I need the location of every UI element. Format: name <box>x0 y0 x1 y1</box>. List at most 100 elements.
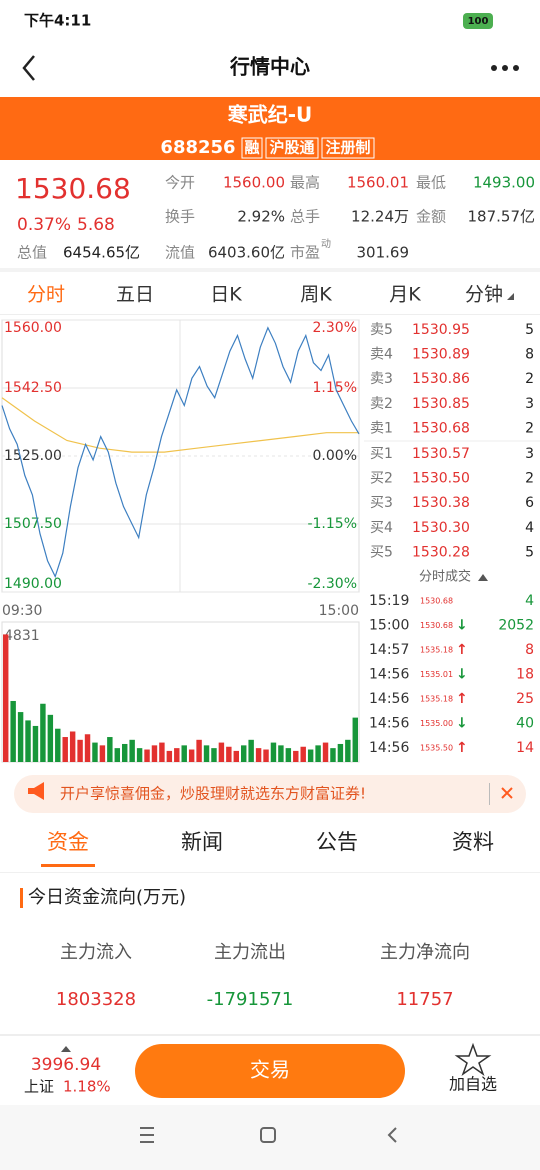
back-button[interactable] <box>22 55 35 81</box>
trade-time: 15:19 <box>369 593 409 609</box>
tag-box <box>241 137 263 159</box>
volume-bar <box>255 748 262 762</box>
trade-price: 1530.68 <box>420 621 453 630</box>
volume-bar <box>10 700 16 762</box>
y-tick-label: 1490.00 <box>4 576 62 592</box>
book-price: 1530.30 <box>412 520 470 536</box>
pct-tick-label: 0.00% <box>313 448 357 464</box>
book-label: 卖1 <box>370 420 393 436</box>
close-ad[interactable] <box>501 787 513 799</box>
book-qty: 6 <box>525 495 534 511</box>
stock-code: 688256 <box>160 137 235 158</box>
volume-bar <box>315 745 321 762</box>
trade-volume: 2052 <box>498 618 534 634</box>
volume-bar <box>84 734 91 762</box>
pct-tick-label: -2.30% <box>307 576 357 592</box>
volume-bar <box>55 728 61 762</box>
field-label: 金额 <box>416 208 446 226</box>
volume-bar <box>181 745 187 762</box>
star-icon[interactable] <box>454 1042 492 1076</box>
trade-price: 1535.50 <box>420 744 453 753</box>
volume-max-label: 4831 <box>4 628 40 644</box>
volume-bar <box>300 746 306 762</box>
index-name: 上证 <box>24 1078 54 1096</box>
volume-bar <box>196 739 202 762</box>
book-qty: 3 <box>525 446 534 462</box>
volume-bar <box>218 742 225 762</box>
field-label: 今开 <box>165 174 195 192</box>
book-qty: 4 <box>525 520 534 536</box>
trade-time: 14:56 <box>369 691 409 707</box>
ad-banner[interactable] <box>14 775 526 813</box>
more-button[interactable] <box>491 65 519 71</box>
field-value: 1493.00 <box>473 174 535 192</box>
info-tab[interactable]: 公告 <box>316 830 358 854</box>
favorite-label[interactable]: 加自选 <box>449 1075 497 1094</box>
stock-header <box>0 97 540 160</box>
volume-bar <box>174 748 180 762</box>
period-tab[interactable]: 分时 <box>27 284 65 306</box>
info-tab[interactable]: 新闻 <box>181 830 223 854</box>
trade-price: 1535.18 <box>420 646 453 655</box>
book-qty: 2 <box>525 371 534 387</box>
fund-value: 11757 <box>396 989 453 1010</box>
period-tab[interactable]: 五日 <box>116 284 154 306</box>
tag-box <box>321 137 375 159</box>
home-key[interactable] <box>260 1127 276 1143</box>
fund-value: 1803328 <box>56 989 136 1010</box>
menu-key <box>140 1134 154 1136</box>
book-qty: 8 <box>525 347 534 363</box>
ad-icon <box>28 782 44 800</box>
book-price: 1530.68 <box>412 420 470 436</box>
period-tab[interactable]: 月K <box>389 284 421 306</box>
book-price: 1530.28 <box>412 544 470 560</box>
volume-bar <box>129 739 135 762</box>
y-tick-label: 1507.50 <box>4 516 62 532</box>
battery <box>463 13 493 29</box>
volume-bar <box>270 742 277 762</box>
book-label: 卖2 <box>370 396 393 412</box>
ad-text[interactable]: 开户享惊喜佣金，炒股理财就选东方财富证券! <box>60 785 366 803</box>
volume-bar <box>92 742 98 762</box>
volume-bar <box>293 750 299 762</box>
stock-tag: 注册制 <box>325 139 370 157</box>
info-tab[interactable]: 资料 <box>452 830 494 854</box>
field-value: 6454.65亿 <box>63 244 140 262</box>
period-tab[interactable]: 分钟 <box>465 284 503 306</box>
volume-bar <box>203 745 210 762</box>
field-label-sup: 动 <box>321 238 331 250</box>
book-label: 买3 <box>370 495 393 511</box>
fund-label: 主力净流向 <box>380 942 470 963</box>
field-label: 总值 <box>17 244 47 262</box>
volume-bar <box>40 703 46 762</box>
menu-key <box>140 1141 154 1143</box>
field-value: 187.57亿 <box>468 208 536 226</box>
battery-level: 100 <box>468 16 489 27</box>
volume-bar <box>278 745 284 762</box>
volume-bar <box>330 748 336 762</box>
info-tab[interactable]: 资金 <box>47 830 89 854</box>
trade-button[interactable] <box>135 1044 405 1098</box>
menu-key[interactable] <box>140 1127 154 1129</box>
change: 5.68 <box>77 215 115 235</box>
average-line <box>1 397 359 453</box>
trade-time: 14:57 <box>369 642 409 658</box>
period-tab[interactable]: 日K <box>210 284 242 306</box>
field-label: 总手 <box>290 208 320 226</box>
book-label: 买1 <box>370 446 393 462</box>
trade-price: 1535.01 <box>420 670 453 679</box>
stock-tag: 沪股通 <box>269 139 314 157</box>
volume-bar <box>77 739 83 762</box>
book-label: 买4 <box>370 520 393 536</box>
tag-box <box>265 137 319 159</box>
period-tab[interactable]: 周K <box>300 284 332 306</box>
trade-button-label[interactable]: 交易 <box>250 1058 290 1082</box>
trade-direction: ↓ <box>456 667 468 683</box>
price-line <box>1 326 360 579</box>
volume-bar <box>352 717 358 762</box>
section-marker <box>20 888 23 908</box>
book-qty: 5 <box>525 322 534 338</box>
index-pct: 1.18% <box>63 1078 111 1096</box>
back-key[interactable] <box>387 1127 397 1143</box>
book-label: 卖3 <box>370 371 393 387</box>
